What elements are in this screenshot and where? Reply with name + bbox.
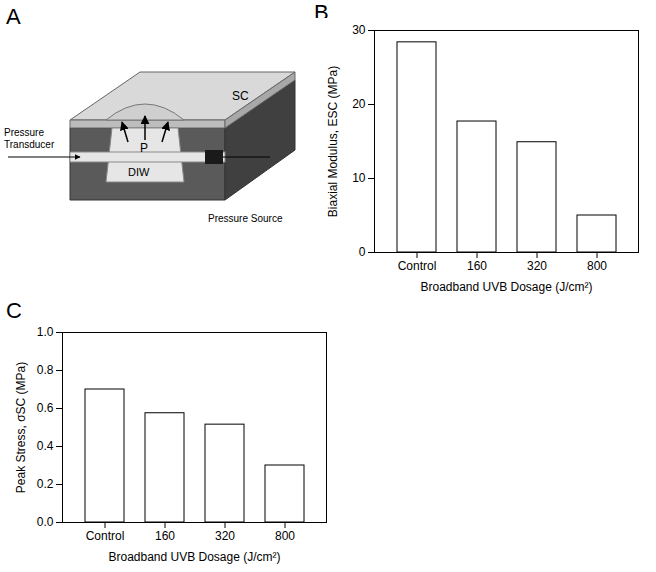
svg-text:0.8: 0.8 bbox=[37, 363, 54, 377]
svg-text:800: 800 bbox=[587, 259, 607, 273]
svg-text:P: P bbox=[140, 141, 148, 155]
svg-text:Peak Stress, σSC (MPa): Peak Stress, σSC (MPa) bbox=[14, 362, 28, 493]
svg-text:A: A bbox=[6, 4, 21, 29]
svg-text:320: 320 bbox=[527, 259, 547, 273]
svg-text:SC: SC bbox=[232, 89, 249, 103]
svg-text:1.0: 1.0 bbox=[37, 325, 54, 339]
svg-text:0: 0 bbox=[359, 245, 366, 259]
svg-text:0.2: 0.2 bbox=[37, 477, 54, 491]
svg-text:320: 320 bbox=[215, 529, 235, 543]
svg-text:0.4: 0.4 bbox=[37, 439, 54, 453]
html-text:B: B bbox=[314, 0, 329, 25]
svg-text:0.0: 0.0 bbox=[37, 515, 54, 529]
html-text:C: C bbox=[6, 298, 22, 323]
svg-text:DIW: DIW bbox=[128, 166, 150, 178]
svg-text:Broadband UVB Dosage (J/cm²): Broadband UVB Dosage (J/cm²) bbox=[420, 280, 592, 294]
svg-text:160: 160 bbox=[155, 529, 175, 543]
svg-text:Biaxial Modulus, ESC (MPa): Biaxial Modulus, ESC (MPa) bbox=[326, 66, 340, 217]
svg-text:800: 800 bbox=[275, 529, 295, 543]
svg-text:PressureTransducer: PressureTransducer bbox=[4, 127, 55, 150]
svg-text:Pressure Source: Pressure Source bbox=[208, 213, 283, 224]
svg-text:20: 20 bbox=[352, 97, 366, 111]
svg-text:0.6: 0.6 bbox=[37, 401, 54, 415]
svg-text:160: 160 bbox=[467, 259, 487, 273]
svg-text:Broadband UVB Dosage (J/cm²): Broadband UVB Dosage (J/cm²) bbox=[108, 550, 280, 564]
svg-text:Control: Control bbox=[398, 259, 437, 273]
svg-text:Control: Control bbox=[86, 529, 125, 543]
svg-text:10: 10 bbox=[352, 171, 366, 185]
svg-text:30: 30 bbox=[352, 23, 366, 37]
